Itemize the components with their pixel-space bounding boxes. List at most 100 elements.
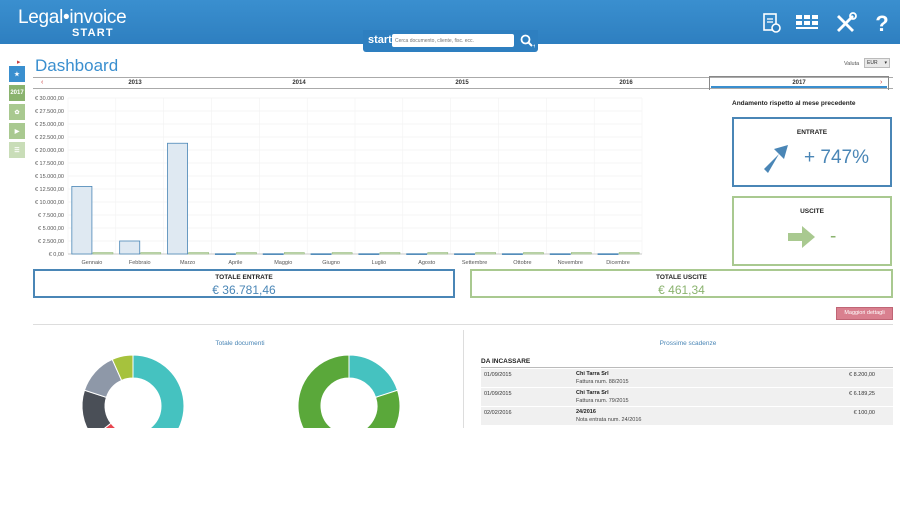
bar-entrate — [406, 253, 428, 255]
star-icon[interactable]: ★ — [9, 66, 25, 82]
y-tick-label: € 25.000,00 — [35, 122, 64, 128]
uscite-trend-label: USCITE — [800, 208, 824, 215]
tools-icon[interactable] — [834, 12, 858, 34]
chevron-down-icon: ▾ — [884, 60, 887, 66]
entrate-trend-box: ENTRATE + 747% — [732, 117, 892, 187]
bar-uscite — [571, 252, 592, 255]
totale-entrate-value: € 36.781,46 — [212, 283, 276, 297]
deadline-amount: € 8.200,00 — [849, 372, 875, 378]
deadline-row[interactable]: 01/09/2015 Chi Tarra Srl Fattura num. 79… — [481, 388, 893, 406]
year-prev-icon[interactable]: ‹ — [41, 79, 44, 86]
deadline-date: 01/09/2015 — [484, 372, 512, 378]
deadline-name: Chi Tarra Srl — [576, 371, 609, 377]
totale-entrate-box: TOTALE ENTRATE € 36.781,46 — [33, 269, 455, 298]
entrate-trend-label: ENTRATE — [796, 129, 828, 136]
bar-uscite — [523, 252, 544, 255]
x-tick-label: Luglio — [372, 260, 387, 266]
svg-text:+: + — [533, 44, 535, 49]
deadline-row[interactable]: 01/09/2015 Chi Tarra Srl Fattura num. 88… — [481, 369, 893, 387]
valuta-label: Valuta — [844, 61, 860, 67]
tab-year-2014[interactable]: 2014 — [292, 80, 306, 86]
deadlines-divider — [481, 367, 893, 368]
app-logo[interactable]: Legal•invoice START — [18, 7, 127, 40]
search-icon[interactable]: + — [519, 33, 535, 49]
bar-uscite — [188, 252, 209, 255]
search-input[interactable] — [392, 34, 514, 47]
bar-entrate — [501, 253, 523, 255]
bar-entrate — [549, 253, 571, 255]
valuta-select[interactable]: EUR ▾ — [864, 58, 890, 68]
y-tick-label: € 10.000,00 — [35, 200, 64, 206]
bar-uscite — [236, 252, 257, 255]
y-tick-label: € 20.000,00 — [35, 148, 64, 154]
svg-text:?: ? — [875, 12, 888, 34]
search-bar: start + — [363, 30, 538, 52]
rail-year-item[interactable]: 2017 — [9, 85, 25, 101]
donut-slice[interactable] — [348, 354, 399, 398]
bar-entrate — [262, 253, 284, 255]
document-settings-icon[interactable] — [760, 12, 784, 34]
tab-year-2017[interactable]: 2017 — [792, 80, 806, 86]
deadlines-section-label: DA INCASSARE — [481, 358, 531, 365]
deadline-date: 01/09/2015 — [484, 391, 512, 397]
year-tabs: ‹ 2013 2014 2015 2016 2017 › — [33, 77, 893, 89]
share-icon[interactable]: ✿ — [9, 104, 25, 120]
bar-uscite — [475, 252, 496, 255]
rail-year-label: 2017 — [10, 90, 24, 96]
arrow-right-icon — [788, 226, 815, 248]
x-tick-label: Maggio — [274, 260, 292, 266]
list-icon[interactable]: ☰ — [9, 142, 25, 158]
y-tick-label: € 27.500,00 — [35, 109, 64, 115]
deadlines-title: Prossime scadenze — [659, 340, 717, 347]
play-icon[interactable]: ▶ — [9, 123, 25, 139]
x-tick-label: Marzo — [180, 260, 195, 266]
bar-entrate — [71, 186, 93, 255]
x-tick-label: Dicembre — [606, 260, 630, 266]
deadline-name: Chi Tarra Srl — [576, 390, 609, 396]
active-year-highlight — [709, 76, 889, 90]
x-tick-label: Ottobre — [513, 260, 531, 266]
x-tick-label: Settembre — [462, 260, 487, 266]
bar-uscite — [140, 252, 162, 255]
bar-entrate — [454, 253, 475, 255]
bar-uscite — [284, 252, 305, 255]
details-button[interactable]: Maggiori dettagli — [836, 307, 893, 320]
x-tick-label: Gennaio — [82, 260, 103, 266]
tab-year-2013[interactable]: 2013 — [128, 80, 142, 86]
donut-slice[interactable] — [111, 354, 134, 382]
help-icon[interactable]: ? — [870, 12, 894, 34]
documents-title: Totale documenti — [215, 340, 265, 347]
totale-uscite-label: TOTALE USCITE — [655, 274, 708, 281]
y-tick-label: € 17.500,00 — [35, 161, 64, 167]
page-title: Dashboard — [35, 56, 119, 75]
tab-year-2015[interactable]: 2015 — [455, 80, 469, 86]
uscite-trend-value: - — [830, 226, 837, 247]
y-tick-label: € 2.500,00 — [38, 239, 64, 245]
tab-year-2016[interactable]: 2016 — [619, 80, 633, 86]
y-tick-label: € 12.500,00 — [35, 187, 64, 193]
bar-entrate — [167, 142, 188, 255]
y-tick-label: € 30.000,00 — [35, 96, 64, 102]
deadline-date: 02/02/2016 — [484, 410, 512, 416]
bar-uscite — [427, 252, 449, 255]
monthly-bar-chart: € 30.000,00 € 27.500,00 € 25.000,00 € 22.50… — [35, 96, 643, 266]
y-tick-label: € 5.000,00 — [38, 226, 64, 232]
andamento-title: Andamento rispetto al mese precedente — [732, 100, 856, 107]
deadline-row[interactable]: 02/02/2016 24/2016 Nota entrata num. 24/… — [481, 407, 893, 425]
x-tick-label: Agosto — [418, 260, 435, 266]
year-next-icon[interactable]: › — [880, 79, 883, 86]
y-tick-label: € 15.000,00 — [35, 174, 64, 180]
deadline-subtitle: Fattura num. 79/2015 — [576, 398, 629, 404]
bar-entrate — [214, 253, 236, 255]
logo-main-text: Legal•invoice — [18, 7, 127, 28]
logo-sub-text: START — [72, 27, 114, 39]
bar-uscite — [92, 252, 114, 255]
rail-collapse-arrow[interactable]: ▸ — [17, 59, 21, 66]
x-tick-label: Febbraio — [129, 260, 151, 266]
calendar-grid-icon[interactable] — [795, 12, 819, 34]
uscite-trend-box: USCITE - — [732, 196, 892, 266]
bar-entrate — [597, 253, 619, 255]
bar-entrate — [310, 253, 332, 255]
side-rail: ★ 2017 ✿ ▶ ☰ — [9, 66, 25, 161]
